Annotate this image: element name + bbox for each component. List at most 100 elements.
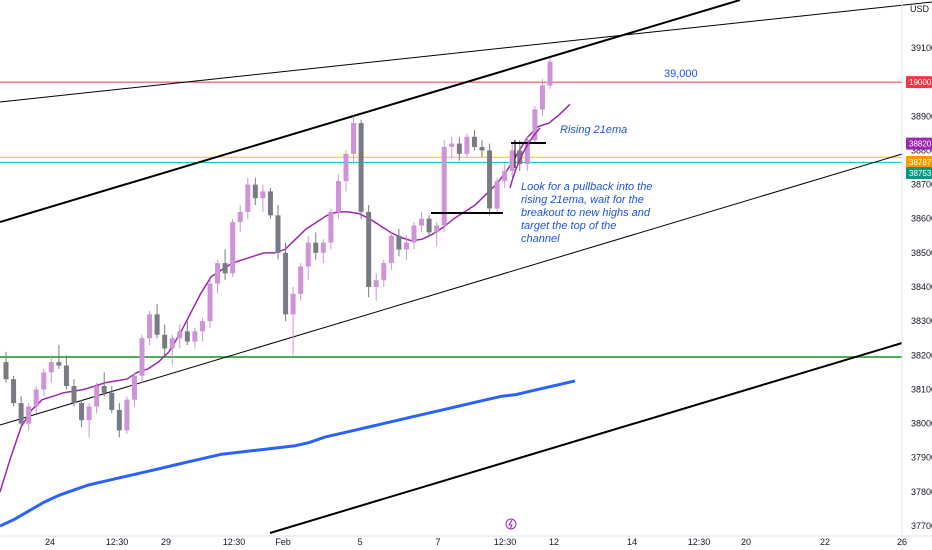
- candle-body: [230, 222, 236, 274]
- candle-body: [494, 181, 500, 209]
- time-tick-label: Feb: [275, 537, 291, 547]
- annotations: Rising 21ema Look for a pullback into the…: [521, 124, 652, 245]
- candle: [177, 324, 183, 349]
- time-tick-label: 12: [549, 537, 559, 547]
- candle: [426, 215, 432, 236]
- channel-line[interactable]: [0, 0, 741, 223]
- candle: [109, 386, 115, 414]
- time-tick-label: 5: [357, 537, 362, 547]
- price-tick-label: 38100: [911, 384, 932, 394]
- annotation-line: rising 21ema, wait for the: [521, 194, 644, 206]
- candle-body: [101, 386, 107, 393]
- price-axis[interactable]: 39100 38900 38800 38700 38600 38500 38400 38300…: [901, 0, 932, 550]
- candle: [11, 375, 17, 407]
- candle-body: [532, 109, 538, 141]
- annotation-line: breakout to new highs and: [521, 207, 651, 219]
- channel-line[interactable]: [0, 153, 903, 426]
- candle-body: [539, 85, 545, 110]
- candle: [207, 280, 213, 328]
- time-tick-label: 12:30: [494, 537, 517, 547]
- candle: [184, 321, 190, 346]
- candle-body: [456, 143, 462, 154]
- candle: [456, 136, 462, 161]
- candle-body: [260, 191, 266, 199]
- ema-21-path: [0, 103, 571, 493]
- candle-body: [328, 211, 334, 243]
- candle-body: [184, 331, 190, 342]
- price-tick-label: 38800: [911, 145, 932, 155]
- candle-body: [547, 61, 553, 86]
- candle-body: [487, 150, 493, 209]
- candle-body: [343, 153, 349, 182]
- ema-21-line: [0, 103, 571, 493]
- candle: [502, 164, 508, 188]
- candle-body: [320, 242, 326, 253]
- candle: [124, 396, 130, 434]
- candle: [79, 399, 85, 427]
- candle: [94, 382, 100, 414]
- candle-body: [48, 362, 54, 373]
- candle: [154, 304, 160, 339]
- drawings[interactable]: [431, 127, 546, 214]
- candle: [343, 150, 349, 192]
- annotation-line: target the top of the: [521, 220, 616, 232]
- channel-lines[interactable]: [0, 0, 932, 534]
- candle: [320, 239, 326, 264]
- event-icon[interactable]: [505, 518, 517, 530]
- candle-body: [71, 386, 77, 404]
- candle: [116, 403, 122, 438]
- price-tag-label: 38787: [909, 158, 932, 167]
- candle: [283, 242, 289, 322]
- arrow-curve[interactable]: [509, 127, 541, 189]
- channel-line[interactable]: [0, 1, 932, 103]
- annotation-line: Look for a pullback into the: [521, 181, 652, 193]
- candle-body: [139, 338, 145, 376]
- candle-body: [298, 266, 304, 294]
- price-tick-label: 38500: [911, 248, 932, 258]
- horizontal-levels[interactable]: 39,000: [0, 68, 902, 358]
- candle: [351, 116, 357, 165]
- candle: [230, 218, 236, 277]
- candle: [358, 119, 364, 219]
- candle-body: [131, 375, 137, 400]
- candle: [494, 177, 500, 212]
- price-tick-label: 38600: [911, 214, 932, 224]
- candle: [547, 58, 553, 89]
- candle: [441, 140, 447, 233]
- candle: [381, 259, 387, 287]
- candle: [252, 177, 258, 206]
- candle: [18, 396, 24, 427]
- candle-body: [18, 403, 24, 424]
- candle-body: [441, 147, 447, 226]
- candle-body: [63, 365, 69, 387]
- candle-body: [464, 136, 470, 154]
- price-tick-label: 38900: [911, 111, 932, 121]
- candle-body: [237, 211, 243, 223]
- candle: [396, 228, 402, 257]
- time-tick-label: 12:30: [106, 537, 129, 547]
- candle-body: [252, 184, 258, 199]
- candle: [41, 368, 47, 397]
- level-label: 39,000: [664, 68, 698, 80]
- candle: [192, 327, 198, 349]
- candle-body: [177, 331, 183, 339]
- annotation-line: channel: [521, 233, 560, 245]
- candle-body: [116, 409, 122, 431]
- candle-body: [207, 283, 213, 322]
- ema-blue-path: [0, 379, 576, 528]
- time-axis[interactable]: 24 12:30 29 12:30 Feb 5 7 12:30 12 14 12:30 20 22 26: [0, 535, 932, 547]
- time-tick-label: 14: [627, 537, 637, 547]
- candle-body: [26, 406, 32, 424]
- candle: [169, 334, 175, 366]
- channel-line[interactable]: [269, 342, 903, 534]
- price-tag: [906, 137, 932, 150]
- candle: [48, 355, 54, 383]
- price-tag-label: 38820: [909, 140, 932, 149]
- candle: [373, 273, 379, 301]
- candle-body: [313, 242, 319, 253]
- ema-blue-line: [0, 379, 576, 528]
- candle: [56, 345, 62, 369]
- candle-body: [162, 334, 168, 349]
